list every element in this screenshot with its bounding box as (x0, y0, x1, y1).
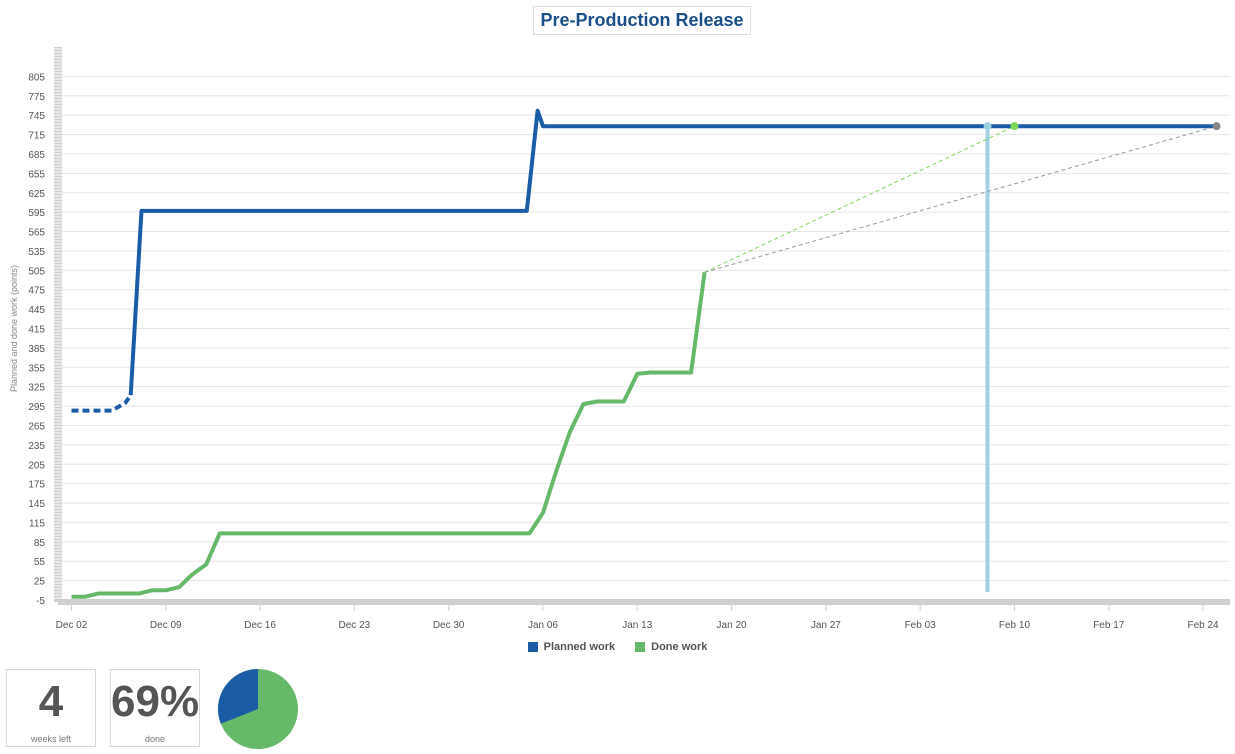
y-tick-label: 85 (34, 538, 46, 549)
y-tick-label: 505 (28, 266, 45, 277)
legend-item-planned[interactable]: Planned work (527, 641, 616, 653)
y-tick-label: 325 (28, 383, 45, 394)
projection-line-0 (704, 125, 1015, 273)
y-tick-label: 565 (28, 228, 45, 239)
y-tick-label: 265 (28, 421, 45, 432)
legend-swatch-planned (527, 642, 538, 652)
marker-point-0 (983, 122, 992, 131)
y-tick-label: 385 (28, 344, 45, 355)
x-axis-band (58, 599, 1230, 605)
y-tick-label: 775 (28, 92, 45, 103)
chart-title: Pre-Production Release (533, 6, 751, 35)
x-tick-label: Feb 10 (999, 620, 1031, 631)
x-tick-label: Dec 02 (56, 620, 88, 631)
y-tick-label: 235 (28, 441, 45, 452)
y-tick-label: 685 (28, 150, 45, 161)
series-line-planned-work-dashed (71, 393, 133, 413)
y-tick-label: -5 (36, 596, 45, 607)
done-pie-chart (217, 669, 298, 749)
legend-label-planned: Planned work (543, 641, 616, 653)
x-tick-label: Dec 30 (433, 620, 465, 631)
done-percent-value: 69% (111, 677, 200, 726)
x-tick-label: Feb 03 (905, 620, 937, 631)
x-tick-label: Dec 16 (244, 620, 276, 631)
y-tick-label: 55 (34, 557, 46, 568)
x-tick-label: Jan 06 (528, 620, 558, 631)
x-tick-label: Feb 17 (1093, 620, 1125, 631)
marker-point-2 (1212, 122, 1221, 131)
y-tick-label: 535 (28, 247, 45, 258)
y-axis-label: Planned and done work (points) (9, 265, 19, 392)
y-tick-label: 625 (28, 189, 45, 200)
y-tick-label: 25 (34, 577, 46, 588)
y-tick-label: 655 (28, 169, 45, 180)
series-line-planned-work (128, 108, 1217, 396)
y-tick-label: 115 (29, 518, 45, 529)
weeks-left-card: 4 weeks left (6, 669, 96, 747)
y-tick-label: 295 (28, 402, 45, 413)
x-tick-label: Jan 20 (717, 620, 747, 631)
chart-legend: Planned work Done work (0, 641, 1235, 653)
legend-label-done: Done work (651, 641, 708, 653)
y-tick-label: 145 (28, 499, 45, 510)
y-tick-label: 445 (28, 305, 45, 316)
y-tick-label: 595 (28, 208, 45, 219)
y-tick-label: 805 (28, 72, 45, 83)
y-tick-label: 355 (28, 363, 45, 374)
y-tick-label: 745 (28, 111, 45, 122)
x-tick-label: Dec 23 (339, 620, 371, 631)
weeks-left-value: 4 (38, 677, 64, 726)
series-line-done-work (71, 272, 707, 599)
done-percent-label: done (144, 734, 166, 744)
x-tick-label: Dec 09 (150, 620, 182, 631)
marker-point-1 (1010, 122, 1019, 131)
y-tick-label: 475 (28, 286, 45, 297)
y-tick-label: 415 (28, 325, 45, 336)
x-tick-label: Feb 24 (1187, 620, 1219, 631)
y-tick-label: 715 (28, 131, 45, 142)
y-tick-label: 175 (28, 480, 45, 491)
legend-item-done[interactable]: Done work (635, 641, 707, 653)
weeks-left-label: weeks left (30, 734, 72, 744)
x-tick-label: Jan 13 (622, 620, 652, 631)
pie-slice-remaining (217, 669, 258, 724)
projection-line-1 (704, 125, 1217, 273)
legend-swatch-done (635, 642, 646, 652)
burnup-chart: -5 25 55 85 115 145 175 205 235 265 295 325 355 385 41… (9, 47, 1230, 631)
y-tick-label: 205 (28, 460, 45, 471)
x-tick-label: Jan 27 (811, 620, 841, 631)
done-percent-card: 69% done (110, 669, 200, 747)
